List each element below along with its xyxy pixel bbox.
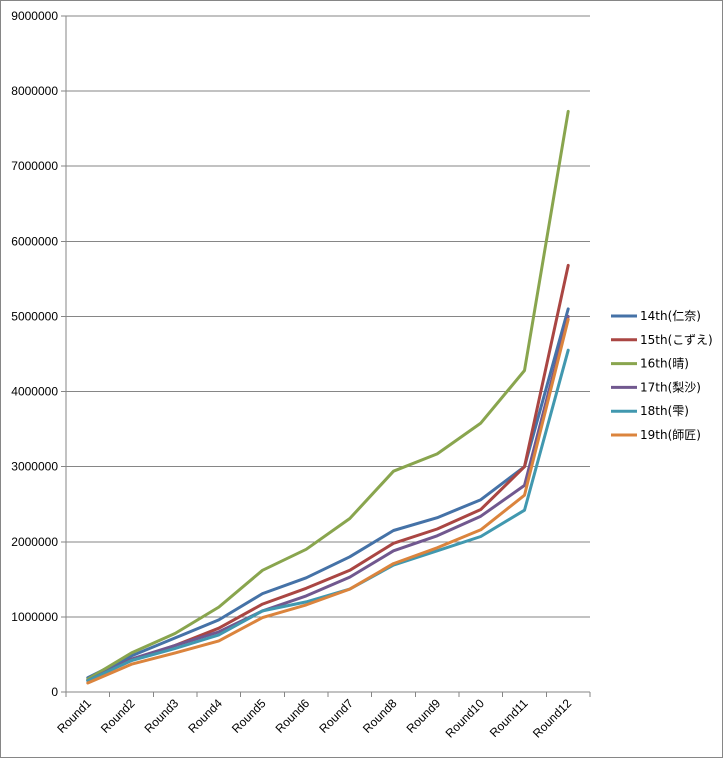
- y-tick-label: 3000000: [11, 460, 58, 474]
- legend-label: 17th(梨沙): [640, 380, 701, 394]
- x-tick-label: Round6: [273, 696, 313, 736]
- y-tick-label: 6000000: [11, 234, 58, 248]
- y-tick-label: 8000000: [11, 84, 58, 98]
- x-tick-label: Round1: [54, 696, 94, 736]
- x-tick-label: Round10: [443, 696, 488, 741]
- x-tick-label: Round9: [404, 696, 444, 736]
- gridlines: [66, 15, 590, 618]
- legend-label: 18th(雫): [640, 404, 689, 418]
- series-line: [86, 317, 570, 685]
- x-tick-label: Round11: [487, 696, 531, 740]
- legend-label: 14th(仁奈): [640, 309, 701, 323]
- x-tick-label: Round12: [530, 696, 575, 741]
- x-tick-label: Round8: [360, 696, 400, 736]
- x-tick-label: Round5: [229, 696, 269, 736]
- series-line: [86, 307, 570, 680]
- legend: 14th(仁奈) 15th(こずえ) 16th(晴) 17th(梨沙) 18th(雫) 1…: [611, 309, 713, 442]
- legend-label: 16th(晴): [640, 357, 689, 371]
- y-tick-label: 0: [51, 685, 58, 699]
- y-tick-label: 5000000: [11, 309, 58, 323]
- legend-label: 19th(師匠): [640, 428, 701, 442]
- y-tick-label: 2000000: [11, 535, 58, 549]
- x-tick-label: Round2: [98, 696, 138, 736]
- y-tick-label: 9000000: [11, 9, 58, 23]
- x-tick-label: Round3: [142, 696, 182, 736]
- y-tick-label: 4000000: [11, 385, 58, 399]
- series-line: [86, 109, 570, 681]
- series-line: [86, 348, 570, 683]
- legend-label: 15th(こずえ): [640, 333, 713, 347]
- series-line: [86, 314, 570, 683]
- x-tick-label: Round4: [185, 696, 225, 736]
- y-tick-label: 1000000: [11, 610, 58, 624]
- series-lines: [86, 109, 570, 685]
- series-line: [86, 263, 570, 682]
- axes: 0 1000000 2000000 3000000 4000000 5000000 6000…: [11, 9, 591, 741]
- y-tick-label: 7000000: [11, 159, 58, 173]
- x-tick-label: Round7: [316, 696, 356, 736]
